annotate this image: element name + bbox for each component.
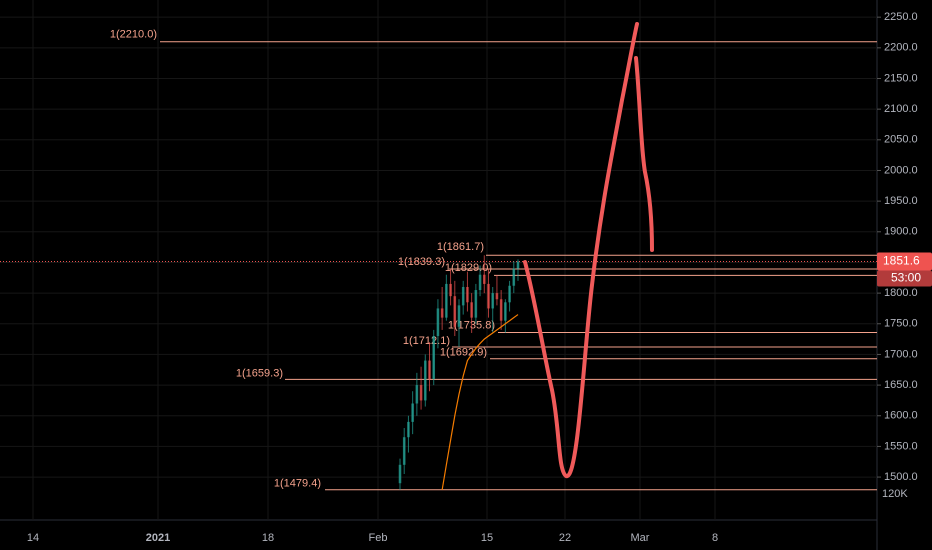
y-tick-label: 2000.0 — [884, 164, 918, 176]
x-tick-label: Mar — [631, 532, 650, 544]
candle-body — [491, 293, 495, 309]
last-price-tag — [877, 252, 932, 271]
level-label: 1(1692.9) — [440, 347, 487, 359]
candle-body — [407, 421, 410, 438]
candle-body — [499, 299, 503, 321]
candle-body — [508, 285, 511, 303]
level-label: 1(1659.3) — [236, 367, 283, 379]
y-tick-label: 1500.0 — [884, 471, 918, 483]
candle-body — [445, 283, 448, 318]
y-tick-label: 1550.0 — [884, 440, 918, 452]
drawn-forecast — [634, 56, 654, 252]
level-label: 1(1839.3) — [398, 256, 445, 268]
level-label: 1(1829.0) — [445, 262, 492, 274]
countdown-label: 53:00 — [891, 271, 921, 285]
last-price-label: 1851.6 — [883, 254, 920, 268]
x-tick-label: 14 — [27, 532, 39, 544]
y-tick-label: 2100.0 — [884, 103, 918, 115]
y-tick-label: 1600.0 — [884, 410, 918, 422]
candle-body — [449, 283, 452, 297]
level-label: 1(1712.1) — [403, 335, 450, 347]
level-label: 1(2210.0) — [110, 29, 157, 41]
volume-scale-label: 120K — [882, 488, 908, 500]
axes: 1500.0 1550.0 1600.0 1650.0 1700.0 1750.0 1800… — [27, 11, 932, 544]
moving-average — [441, 314, 519, 491]
candle-body — [398, 464, 402, 484]
candle-body — [428, 360, 431, 379]
x-tick-label: 2021 — [146, 532, 170, 544]
y-tick-label: 1650.0 — [884, 379, 918, 391]
candle-body — [495, 293, 499, 300]
candle-body — [474, 290, 478, 318]
x-tick-label: 18 — [262, 532, 274, 544]
x-tick-label: Feb — [369, 532, 388, 544]
y-tick-label: 1900.0 — [884, 226, 918, 238]
candle-body — [453, 296, 457, 327]
y-tick-label: 1800.0 — [884, 287, 918, 299]
candle-body — [512, 268, 516, 286]
candle-body — [504, 302, 507, 321]
x-tick-label: 8 — [712, 532, 718, 544]
candle-body — [457, 305, 461, 327]
candle-body — [411, 403, 414, 422]
candle-body — [436, 308, 440, 337]
candle-body — [419, 385, 423, 401]
candle-body — [466, 286, 469, 303]
level-label: 1(1861.7) — [437, 241, 484, 253]
candle-body — [470, 302, 473, 318]
y-tick-label: 1950.0 — [884, 195, 918, 207]
candle-body — [487, 283, 490, 309]
level-label: 1(1479.4) — [274, 478, 321, 490]
countdown-tag — [877, 270, 932, 287]
y-tick-label: 1750.0 — [884, 318, 918, 330]
drawn-forecast — [523, 22, 639, 479]
y-tick-label: 2150.0 — [884, 72, 918, 84]
candle-body — [402, 437, 406, 465]
y-tick-label: 2250.0 — [884, 11, 918, 23]
candle-body — [478, 274, 482, 291]
y-tick-label: 1700.0 — [884, 348, 918, 360]
y-tick-label: 2200.0 — [884, 42, 918, 54]
x-tick-label: 15 — [481, 532, 493, 544]
grid — [0, 0, 877, 520]
candles — [398, 255, 520, 491]
candle-body — [432, 336, 436, 379]
candle-body — [461, 286, 465, 306]
y-tick-label: 2050.0 — [884, 134, 918, 146]
candle-body — [415, 385, 419, 404]
candle-body — [423, 360, 427, 401]
candle-body — [516, 261, 520, 269]
candle-body — [440, 308, 444, 318]
x-tick-label: 22 — [559, 532, 571, 544]
candle-body — [482, 274, 486, 284]
